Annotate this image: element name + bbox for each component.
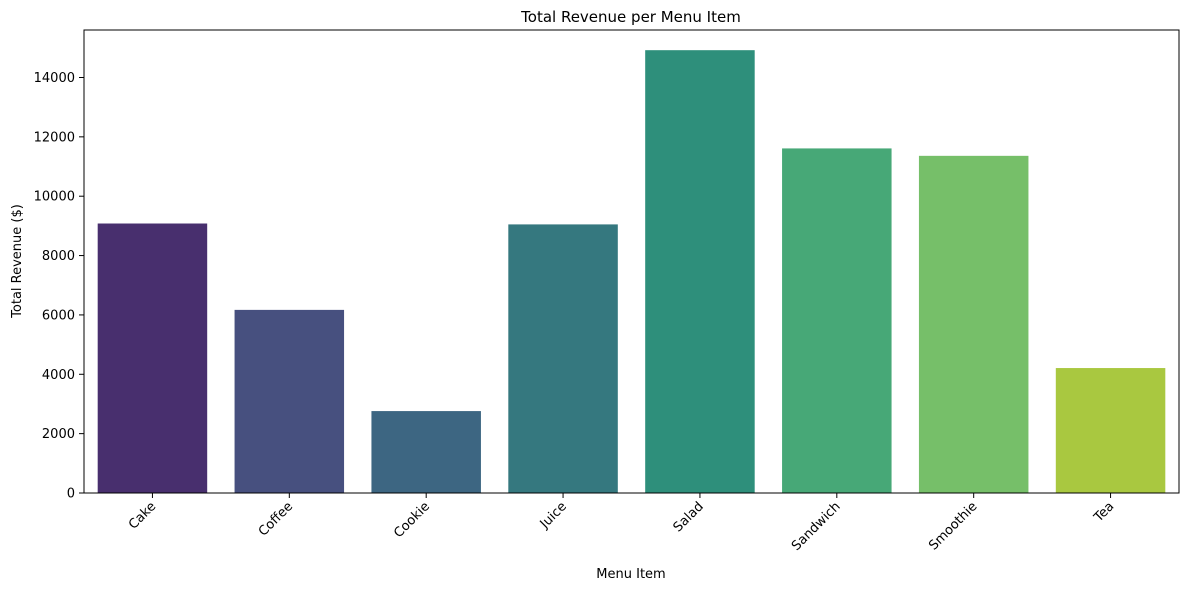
y-tick-label: 14000 <box>34 71 75 86</box>
x-tick-label: Tea <box>1091 499 1118 526</box>
y-tick-label: 12000 <box>34 130 75 145</box>
bar-smoothie <box>918 155 1029 493</box>
y-tick-label: 6000 <box>42 308 75 323</box>
y-tick-label: 4000 <box>42 368 75 383</box>
x-tick-label: Sandwich <box>789 499 844 554</box>
bar-cookie <box>371 411 481 493</box>
x-tick-label: Smoothie <box>926 499 980 553</box>
y-axis: 0 2000 4000 6000 8000 10000 12000 14000 <box>34 71 84 502</box>
bar-coffee <box>234 309 345 493</box>
y-axis-label: Total Revenue ($) <box>10 204 25 319</box>
bars-layer <box>97 50 1166 494</box>
y-tick-label: 10000 <box>34 190 75 205</box>
plot-frame <box>83 29 1180 494</box>
x-tick-label: Cake <box>126 499 159 532</box>
x-axis-label: Menu Item <box>596 567 665 582</box>
bar-salad <box>645 50 755 494</box>
y-tick-label: 0 <box>67 487 75 502</box>
chart-title: Total Revenue per Menu Item <box>520 8 741 26</box>
y-tick-label: 2000 <box>42 427 75 442</box>
bar-juice <box>508 224 618 493</box>
x-tick-label: Cookie <box>391 499 433 541</box>
bar-sandwich <box>782 148 892 494</box>
x-tick-label: Juice <box>537 499 570 532</box>
y-tick-label: 8000 <box>42 249 75 264</box>
x-tick-label: Salad <box>671 499 707 535</box>
bar-tea <box>1055 368 1166 493</box>
x-tick-label: Coffee <box>256 499 296 539</box>
bar-cake <box>97 223 208 493</box>
x-axis: Cake Coffee Cookie Juice Salad Sandwich Smooth… <box>126 493 1117 554</box>
